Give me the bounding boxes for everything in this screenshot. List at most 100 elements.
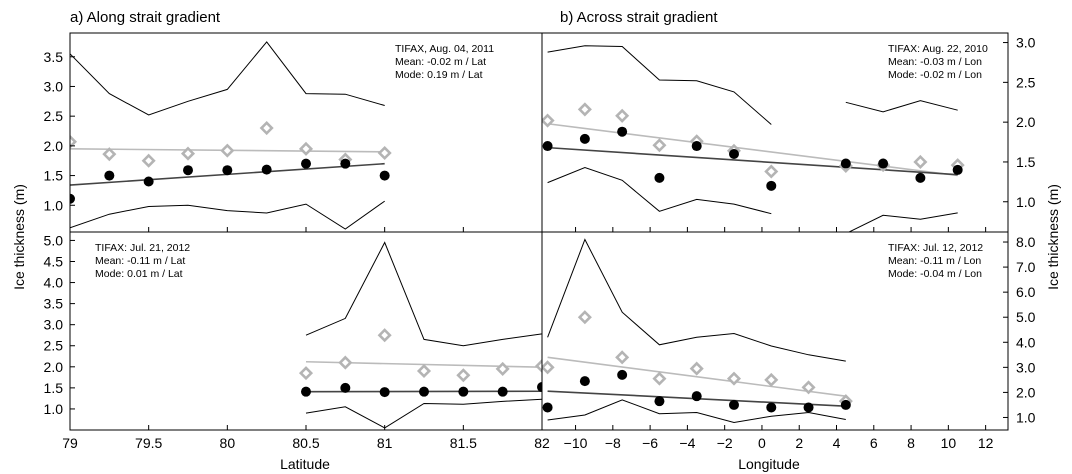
- y-tick-label: 4.5: [44, 253, 64, 269]
- mode-marker: [220, 143, 235, 158]
- y-tick-label: 4.0: [44, 275, 64, 291]
- lower-envelope-line: [547, 166, 772, 215]
- title-across-strait: b) Across strait gradient: [560, 9, 718, 26]
- mode-marker: [338, 355, 353, 370]
- annotation-line: Mode: -0.04 m / Lon: [888, 268, 982, 280]
- mode-marker: [298, 141, 314, 156]
- x-tick-label: −6: [642, 435, 658, 451]
- x-tick-label: 0: [758, 435, 766, 451]
- mean-marker: [143, 176, 154, 187]
- y-tick-label: 8.0: [1016, 234, 1036, 250]
- mean-marker: [654, 172, 665, 183]
- mode-marker: [298, 366, 314, 381]
- plot-area: [542, 238, 853, 424]
- x-tick-label: 81: [377, 435, 393, 451]
- panel-top-right: 1.0 1.5 2.0 2.5 3.0 TIFAX: Aug. 22, 2010Mean:…: [541, 32, 1036, 233]
- y-tick-label: 5.0: [44, 232, 64, 248]
- mean-marker: [419, 386, 429, 397]
- mean-marker: [340, 382, 351, 393]
- mean-marker: [301, 158, 311, 169]
- mean-marker: [766, 402, 777, 413]
- upper-envelope-line: [305, 241, 542, 347]
- panel-frame: [541, 231, 1009, 431]
- mean-marker: [728, 399, 739, 410]
- mode-marker: [652, 138, 667, 153]
- mean-marker: [70, 193, 75, 204]
- title-along-strait: a) Along strait gradient: [70, 9, 221, 26]
- y-tick-label: 2.0: [1016, 114, 1036, 130]
- mean-marker: [379, 387, 390, 398]
- lower-envelope-line: [547, 399, 846, 424]
- x-tick-label: 4: [833, 435, 841, 451]
- x-tick-label: −2: [717, 435, 733, 451]
- mode-marker: [801, 380, 816, 395]
- mode-marker: [615, 108, 630, 123]
- mean-marker: [579, 133, 590, 144]
- mean-marker: [617, 126, 628, 137]
- y-tick-label: 2.0: [1016, 384, 1036, 400]
- x-axis-label-latitude: Latitude: [280, 456, 330, 472]
- mode-marker: [70, 134, 78, 149]
- x-tick-label: 81.5: [450, 435, 477, 451]
- mean-marker: [222, 165, 233, 176]
- mean-marker: [340, 158, 351, 169]
- plot-area: [542, 45, 965, 232]
- mode-marker: [377, 328, 392, 343]
- mean-marker: [728, 148, 739, 159]
- y-tick-label: 3.5: [44, 49, 64, 65]
- y-tick-label: 2.5: [44, 338, 64, 354]
- mean-marker: [691, 141, 702, 152]
- y-axis-label-right: Ice thickness (m): [1045, 184, 1061, 290]
- mean-marker: [617, 369, 628, 380]
- y-tick-label: 1.0: [1016, 409, 1036, 425]
- mean-marker: [766, 180, 777, 191]
- y-tick-label: 3.0: [44, 78, 64, 94]
- mode-marker: [534, 358, 542, 374]
- mode-marker: [615, 350, 630, 365]
- mode-marker: [577, 102, 592, 117]
- y-tick-label: 2.5: [1016, 74, 1036, 90]
- mean-marker: [542, 402, 553, 413]
- y-tick-label: 2.0: [44, 359, 64, 375]
- mode-marker: [913, 154, 928, 169]
- mean-marker: [952, 164, 963, 175]
- lower-envelope-line: [847, 212, 958, 232]
- mean-marker: [301, 386, 311, 397]
- annotation-line: Mode: -0.02 m / Lon: [888, 69, 982, 81]
- mode-fit-line: [547, 122, 958, 177]
- mean-marker: [915, 172, 926, 183]
- x-tick-label: 79: [62, 435, 78, 451]
- y-tick-label: 1.5: [44, 380, 64, 396]
- x-tick-label: 8: [907, 435, 915, 451]
- x-tick-label: 2: [795, 435, 803, 451]
- mean-marker: [878, 158, 889, 169]
- mode-marker: [652, 371, 667, 386]
- y-tick-label: 7.0: [1016, 259, 1036, 275]
- x-tick-label: −10: [564, 435, 588, 451]
- upper-envelope-line: [547, 238, 846, 362]
- x-tick-label: 80.5: [292, 435, 319, 451]
- y-tick-label: 1.0: [1016, 194, 1036, 210]
- annotation-line: Mean: -0.11 m / Lat: [95, 255, 185, 267]
- mean-marker: [261, 164, 272, 175]
- annotation-line: Mode: 0.01 m / Lat: [95, 268, 183, 280]
- annotation-line: TIFAX: Aug. 22, 2010: [888, 43, 988, 55]
- mean-marker: [654, 396, 665, 407]
- mode-marker: [764, 164, 779, 179]
- panel-bottom-right: −10 −8 −6 −4 −2 0 2 4 6 8 10 12 1.0 2.0 3.0 4.0 5.0 6.0 7.…: [541, 231, 1036, 451]
- mode-marker: [689, 361, 704, 376]
- y-axis-label-left: Ice thickness (m): [11, 184, 27, 290]
- x-tick-label: 80: [220, 435, 236, 451]
- x-tick-label: −4: [679, 435, 695, 451]
- y-tick-label: 4.0: [1016, 334, 1036, 350]
- mean-marker: [579, 376, 590, 387]
- mode-marker: [377, 145, 392, 161]
- annotation-line: Mean: -0.02 m / Lat: [395, 56, 486, 68]
- y-tick-label: 6.0: [1016, 284, 1036, 300]
- mode-marker: [141, 153, 156, 168]
- mode-marker: [764, 372, 779, 387]
- mean-marker: [458, 386, 469, 397]
- x-tick-label: −8: [605, 435, 621, 451]
- x-axis-label-longitude: Longitude: [738, 456, 800, 472]
